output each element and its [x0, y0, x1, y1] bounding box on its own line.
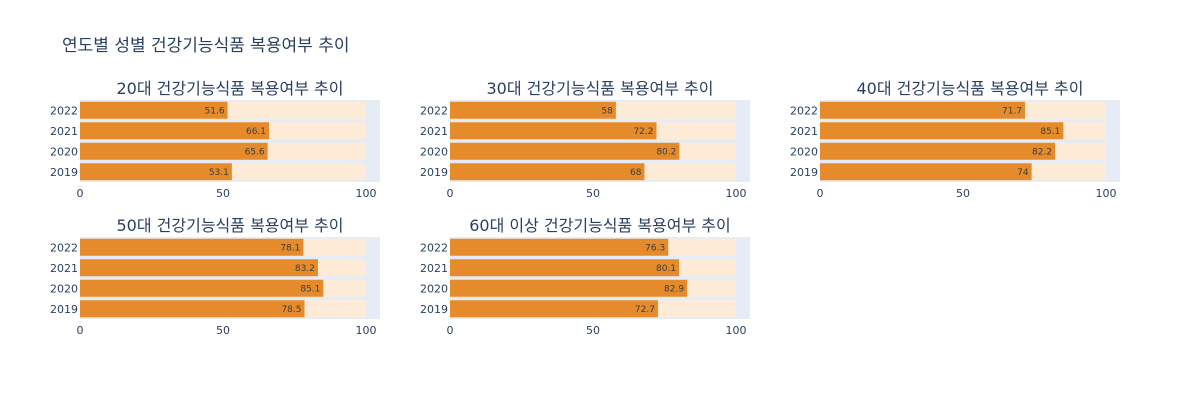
y-tick-label: 2021: [790, 125, 818, 138]
bar: [80, 279, 324, 297]
subplot-title: 20대 건강기능식품 복용여부 추이: [117, 79, 344, 98]
bar: [820, 142, 1056, 160]
subplot-title: 60대 이상 건강기능식품 복용여부 추이: [469, 216, 731, 235]
y-tick-label: 2019: [420, 303, 448, 316]
bar: [80, 122, 270, 140]
y-tick-label: 2019: [790, 166, 818, 179]
data-label: 78.5: [281, 305, 301, 315]
y-tick-label: 2020: [420, 282, 448, 295]
x-tick-label: 0: [817, 187, 824, 200]
bar: [450, 259, 680, 277]
figure-title: 연도별 성별 건강기능식품 복용여부 추이: [62, 36, 350, 56]
y-tick-label: 2022: [50, 104, 78, 117]
data-label: 71.7: [1002, 106, 1022, 116]
data-label: 72.2: [633, 127, 653, 137]
data-label: 80.2: [656, 147, 676, 157]
data-label: 85.1: [300, 284, 320, 294]
y-tick-label: 2020: [420, 145, 448, 158]
x-tick-label: 0: [447, 324, 454, 337]
x-tick-label: 100: [356, 324, 377, 337]
bar: [450, 142, 680, 160]
y-tick-label: 2021: [420, 125, 448, 138]
data-label: 80.1: [656, 264, 676, 274]
bar: [450, 279, 688, 297]
y-tick-label: 2019: [50, 166, 78, 179]
x-tick-label: 50: [586, 187, 600, 200]
bar: [450, 122, 657, 140]
data-label: 85.1: [1040, 127, 1060, 137]
x-tick-label: 0: [77, 324, 84, 337]
bar: [80, 142, 268, 160]
y-tick-label: 2020: [50, 145, 78, 158]
data-label: 51.6: [205, 106, 225, 116]
data-label: 76.3: [645, 243, 665, 253]
bar: [80, 300, 305, 318]
data-label: 58: [601, 106, 613, 116]
y-tick-label: 2019: [50, 303, 78, 316]
data-label: 53.1: [209, 168, 229, 178]
x-tick-label: 50: [956, 187, 970, 200]
y-tick-label: 2021: [50, 262, 78, 275]
bar: [450, 163, 645, 181]
y-tick-label: 2021: [420, 262, 448, 275]
bar: [80, 259, 318, 277]
data-label: 65.6: [245, 147, 265, 157]
data-label: 66.1: [246, 127, 266, 137]
bar: [450, 101, 616, 119]
bar: [80, 163, 232, 181]
x-tick-label: 50: [216, 187, 230, 200]
bar: [820, 122, 1064, 140]
subplot-title: 40대 건강기능식품 복용여부 추이: [857, 79, 1084, 98]
x-tick-label: 100: [1096, 187, 1117, 200]
bar: [820, 163, 1032, 181]
data-label: 68: [630, 168, 642, 178]
y-tick-label: 2019: [420, 166, 448, 179]
x-tick-label: 50: [216, 324, 230, 337]
x-tick-label: 50: [586, 324, 600, 337]
bar: [450, 300, 658, 318]
y-tick-label: 2020: [50, 282, 78, 295]
x-tick-label: 100: [726, 187, 747, 200]
y-tick-label: 2022: [50, 241, 78, 254]
data-label: 72.7: [635, 305, 655, 315]
data-label: 83.2: [295, 264, 315, 274]
y-tick-label: 2022: [420, 104, 448, 117]
y-tick-label: 2022: [790, 104, 818, 117]
bar: [450, 238, 669, 256]
y-tick-label: 2022: [420, 241, 448, 254]
subplot-title: 50대 건강기능식품 복용여부 추이: [117, 216, 344, 235]
data-label: 82.9: [664, 284, 684, 294]
bar: [80, 238, 304, 256]
bar: [820, 101, 1026, 119]
y-tick-label: 2021: [50, 125, 78, 138]
bar: [80, 101, 228, 119]
x-tick-label: 100: [726, 324, 747, 337]
subplot-title: 30대 건강기능식품 복용여부 추이: [487, 79, 714, 98]
x-tick-label: 0: [447, 187, 454, 200]
data-label: 78.1: [280, 243, 300, 253]
data-label: 74: [1017, 168, 1029, 178]
x-tick-label: 0: [77, 187, 84, 200]
y-tick-label: 2020: [790, 145, 818, 158]
x-tick-label: 100: [356, 187, 377, 200]
data-label: 82.2: [1032, 147, 1052, 157]
